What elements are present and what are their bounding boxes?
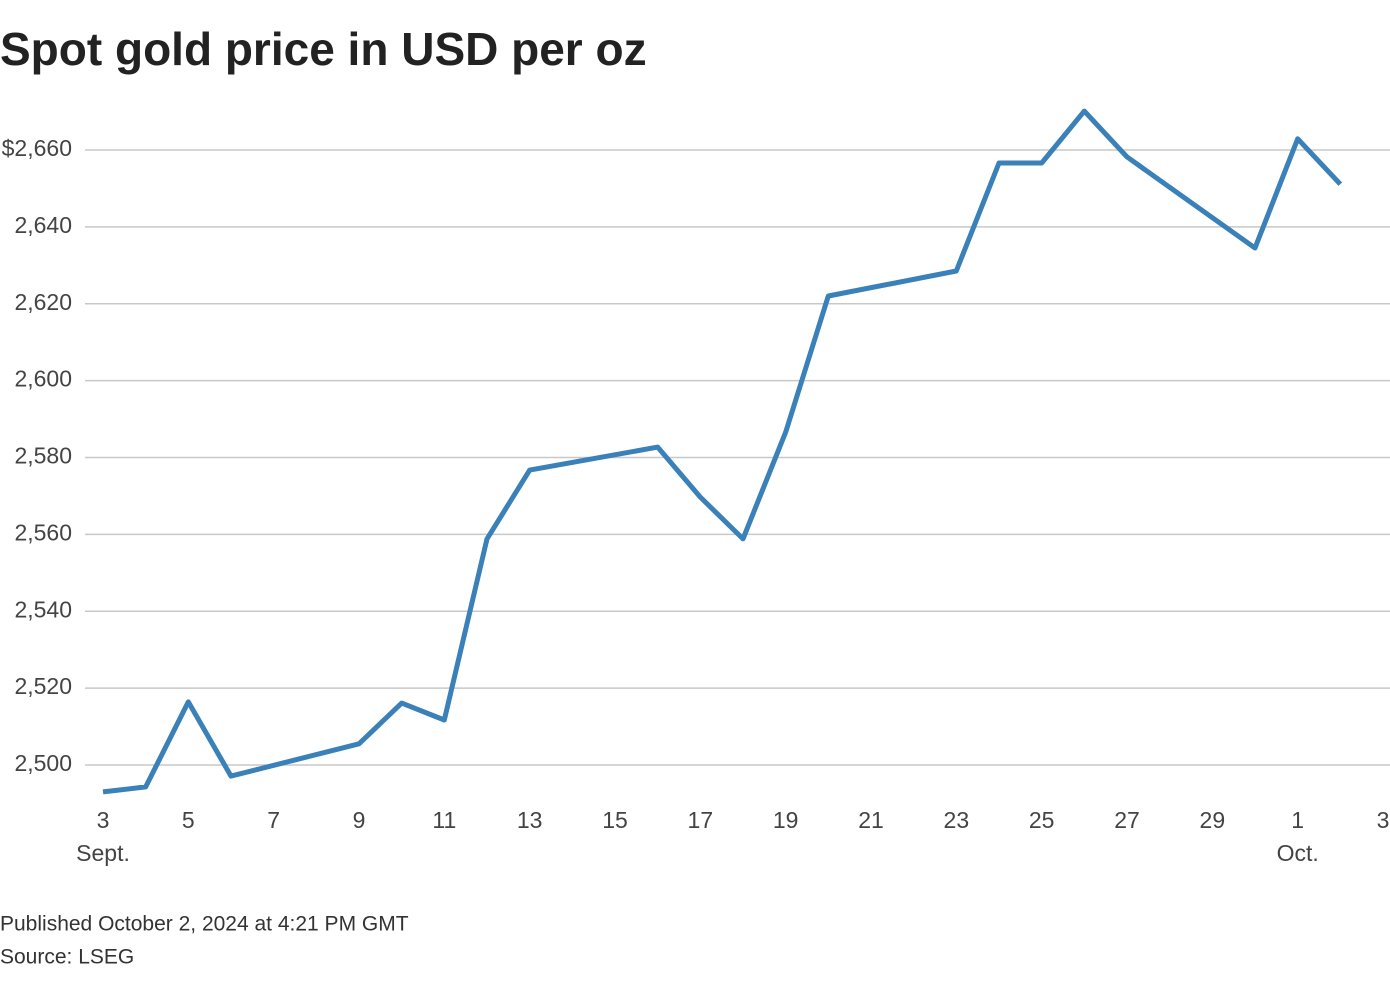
x-tick-label: 9 xyxy=(353,807,366,833)
y-tick-label: 2,600 xyxy=(14,366,72,392)
x-tick-label: 7 xyxy=(267,807,280,833)
x-tick-label: 15 xyxy=(602,807,628,833)
x-month-label: Sept. xyxy=(76,840,130,866)
x-tick-label: 27 xyxy=(1114,807,1140,833)
x-month-label: Oct. xyxy=(1277,840,1319,866)
x-tick-label: 11 xyxy=(432,807,456,833)
x-tick-label: 13 xyxy=(517,807,543,833)
price-line xyxy=(102,108,1343,795)
y-tick-label: 2,620 xyxy=(14,289,72,315)
y-tick-label: 2,640 xyxy=(14,212,72,238)
x-tick-label: 25 xyxy=(1029,807,1055,833)
x-tick-label: 29 xyxy=(1200,807,1226,833)
chart-title: Spot gold price in USD per oz xyxy=(0,23,647,75)
x-tick-label: 21 xyxy=(858,807,884,833)
x-tick-label: 23 xyxy=(944,807,970,833)
x-tick-label: 19 xyxy=(773,807,799,833)
x-tick-label: 3 xyxy=(97,807,110,833)
y-tick-label: 2,500 xyxy=(14,750,72,776)
y-tick-label: 2,540 xyxy=(14,596,72,622)
x-tick-label: 1 xyxy=(1291,807,1304,833)
x-tick-label: 3 xyxy=(1377,807,1390,833)
y-tick-label: 2,520 xyxy=(14,673,72,699)
source-note: Source: LSEG xyxy=(0,946,134,969)
y-tick-label: 2,580 xyxy=(14,443,72,469)
y-tick-label: 2,560 xyxy=(14,519,72,545)
published-note: Published October 2, 2024 at 4:21 PM GMT xyxy=(0,913,409,936)
y-tick-label: $2,660 xyxy=(2,135,72,161)
x-tick-label: 5 xyxy=(182,807,195,833)
x-tick-label: 17 xyxy=(688,807,714,833)
